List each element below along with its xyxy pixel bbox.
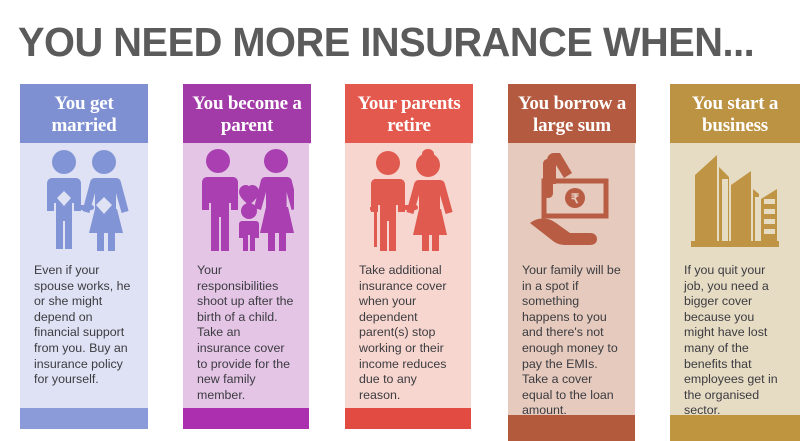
column-body-text: Your family will be in a spot if somethi… bbox=[522, 263, 621, 418]
page-title: YOU NEED MORE INSURANCE WHEN... bbox=[18, 19, 755, 65]
column-body: If you quit your job, you need a bigger … bbox=[670, 143, 800, 441]
column-header-banner: You become a parent bbox=[183, 84, 311, 159]
column-you-get-married: You get married bbox=[20, 84, 148, 429]
column-header-banner: You borrow a large sum bbox=[508, 84, 636, 159]
family-with-child-icon bbox=[183, 143, 309, 255]
office-buildings-icon bbox=[670, 143, 800, 255]
column-header-label: You borrow a large sum bbox=[517, 93, 627, 136]
column-header-banner: You start a business bbox=[670, 84, 800, 159]
married-couple-icon bbox=[20, 143, 148, 255]
elderly-couple-icon bbox=[345, 143, 471, 255]
column-header-label: You get married bbox=[51, 93, 117, 136]
column-you-become-a-parent: You become a parent bbox=[183, 84, 311, 429]
column-footer-bar bbox=[670, 415, 800, 441]
column-header-banner: You get married bbox=[20, 84, 148, 159]
column-body-text: If you quit your job, you need a bigger … bbox=[684, 263, 778, 418]
column-header-label: You start a business bbox=[691, 93, 779, 136]
column-body: Your responsibilities shoot up after the… bbox=[183, 143, 309, 429]
column-body: Even if your spouse works, he or she mig… bbox=[20, 143, 148, 429]
column-body-text: Take additional insurance cover when you… bbox=[359, 263, 447, 402]
column-header-banner: Your parents retire bbox=[345, 84, 473, 159]
columns-container: You get married bbox=[0, 84, 812, 441]
column-header-label: You become a parent bbox=[192, 93, 302, 136]
column-body-text: Even if your spouse works, he or she mig… bbox=[34, 263, 131, 387]
column-footer-bar bbox=[345, 408, 471, 429]
column-your-parents-retire: Your parents retire bbox=[345, 84, 473, 429]
column-header-label: Your parents retire bbox=[357, 93, 461, 136]
column-you-borrow-a-large-sum: You borrow a large sum ₹ bbox=[508, 84, 636, 441]
svg-text:₹: ₹ bbox=[570, 191, 579, 206]
column-you-start-a-business: You start a business bbox=[670, 84, 800, 441]
column-body: Take additional insurance cover when you… bbox=[345, 143, 471, 429]
money-in-hand-icon: ₹ bbox=[508, 143, 635, 255]
column-body: ₹ Your family will be in a spot if somet… bbox=[508, 143, 635, 441]
column-body-text: Your responsibilities shoot up after the… bbox=[197, 263, 294, 402]
column-footer-bar bbox=[508, 415, 635, 441]
column-footer-bar bbox=[20, 408, 148, 429]
column-footer-bar bbox=[183, 408, 309, 429]
